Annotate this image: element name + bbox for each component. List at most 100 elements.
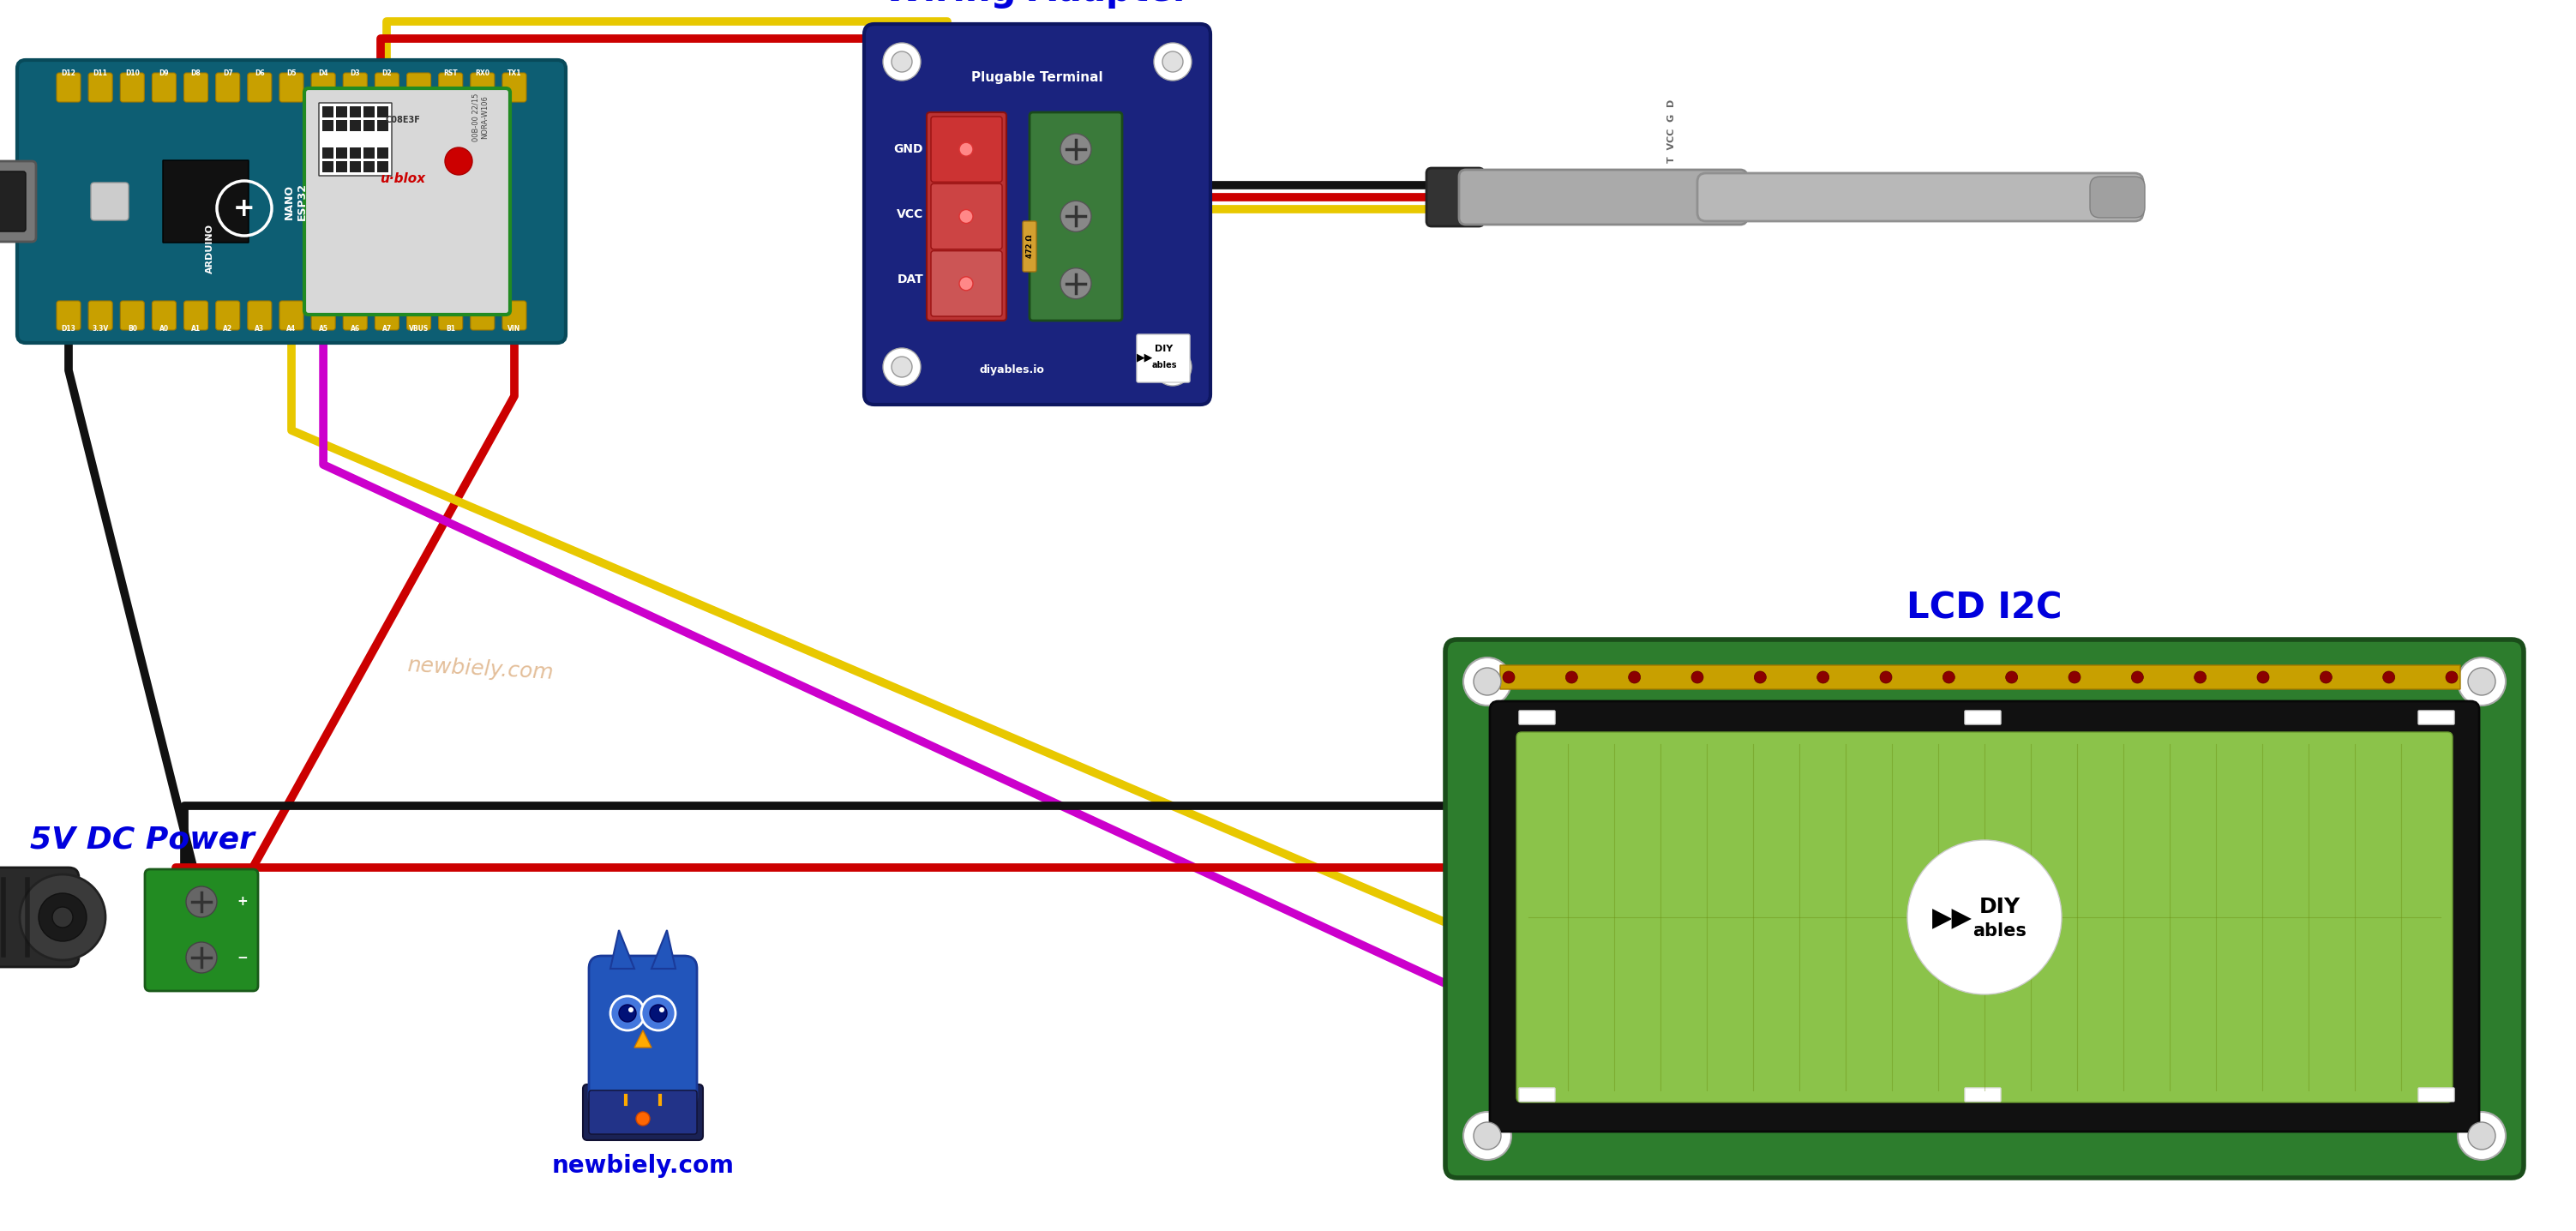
FancyBboxPatch shape	[407, 300, 430, 330]
Text: A5: A5	[319, 325, 327, 334]
FancyBboxPatch shape	[582, 1085, 703, 1140]
Text: D5: D5	[286, 70, 296, 78]
FancyBboxPatch shape	[863, 23, 1211, 405]
FancyBboxPatch shape	[2419, 710, 2455, 724]
FancyBboxPatch shape	[88, 300, 113, 330]
Text: +: +	[234, 196, 255, 220]
Circle shape	[1061, 201, 1092, 231]
Text: RST: RST	[443, 70, 459, 78]
Text: DAT: DAT	[896, 273, 922, 286]
FancyBboxPatch shape	[57, 73, 80, 102]
FancyBboxPatch shape	[350, 106, 361, 117]
Circle shape	[1566, 671, 1577, 683]
FancyBboxPatch shape	[376, 73, 399, 102]
Text: A7: A7	[381, 325, 392, 334]
Circle shape	[1502, 671, 1515, 683]
FancyBboxPatch shape	[304, 89, 510, 315]
FancyBboxPatch shape	[216, 73, 240, 102]
Text: RX0: RX0	[474, 70, 489, 78]
Text: ▶▶: ▶▶	[1932, 906, 1973, 932]
Circle shape	[1906, 840, 2061, 995]
FancyBboxPatch shape	[322, 161, 332, 172]
Text: D10: D10	[126, 70, 139, 78]
Circle shape	[2458, 657, 2506, 705]
Text: diyables.io: diyables.io	[979, 364, 1043, 375]
FancyBboxPatch shape	[343, 73, 368, 102]
Text: A4: A4	[286, 325, 296, 334]
Text: D7: D7	[222, 70, 232, 78]
Circle shape	[1942, 671, 1955, 683]
FancyBboxPatch shape	[1489, 702, 2478, 1131]
FancyBboxPatch shape	[363, 119, 374, 132]
Circle shape	[1463, 1112, 1512, 1160]
FancyBboxPatch shape	[247, 73, 270, 102]
Text: Wiring Adapter: Wiring Adapter	[884, 0, 1190, 9]
Polygon shape	[611, 931, 634, 969]
Text: 5V DC Power: 5V DC Power	[31, 826, 255, 854]
Circle shape	[1880, 671, 1891, 683]
Circle shape	[39, 894, 88, 942]
Circle shape	[649, 1004, 667, 1022]
Circle shape	[1473, 667, 1502, 696]
Text: D11: D11	[93, 70, 108, 78]
FancyBboxPatch shape	[1520, 710, 1556, 724]
Circle shape	[1692, 671, 1703, 683]
Circle shape	[659, 1007, 665, 1012]
Text: C08E3F: C08E3F	[386, 116, 420, 124]
FancyBboxPatch shape	[90, 182, 129, 220]
FancyBboxPatch shape	[502, 73, 526, 102]
Polygon shape	[634, 1030, 652, 1048]
FancyBboxPatch shape	[590, 1091, 698, 1134]
Circle shape	[2257, 671, 2269, 683]
Text: 3.3V: 3.3V	[93, 325, 108, 334]
Circle shape	[1061, 134, 1092, 165]
Text: LCD I2C: LCD I2C	[1906, 590, 2063, 625]
Circle shape	[1061, 268, 1092, 299]
FancyBboxPatch shape	[471, 300, 495, 330]
Circle shape	[185, 942, 216, 972]
Text: DIY: DIY	[1978, 896, 2020, 917]
FancyBboxPatch shape	[438, 73, 464, 102]
FancyBboxPatch shape	[1698, 174, 2143, 222]
Circle shape	[52, 907, 72, 927]
Text: u·blox: u·blox	[381, 172, 425, 185]
Text: B1: B1	[446, 325, 456, 334]
FancyBboxPatch shape	[1445, 639, 2524, 1178]
Circle shape	[958, 143, 974, 156]
FancyBboxPatch shape	[0, 171, 26, 231]
Text: newbiely.com: newbiely.com	[551, 1153, 734, 1178]
FancyBboxPatch shape	[121, 300, 144, 330]
Circle shape	[446, 148, 471, 175]
FancyBboxPatch shape	[930, 251, 1002, 316]
FancyBboxPatch shape	[376, 161, 389, 172]
FancyBboxPatch shape	[407, 73, 430, 102]
Text: ables: ables	[1973, 922, 2027, 939]
FancyBboxPatch shape	[121, 73, 144, 102]
Text: GND: GND	[894, 144, 922, 155]
FancyBboxPatch shape	[183, 73, 209, 102]
Circle shape	[641, 996, 675, 1030]
Text: newbiely.com: newbiely.com	[1069, 228, 1193, 252]
Circle shape	[958, 209, 974, 223]
FancyBboxPatch shape	[57, 300, 80, 330]
Text: NANO
ESP32: NANO ESP32	[283, 182, 307, 220]
FancyBboxPatch shape	[247, 300, 270, 330]
Text: +: +	[237, 895, 247, 908]
Text: D2: D2	[381, 70, 392, 78]
Circle shape	[2195, 671, 2205, 683]
Circle shape	[1463, 657, 1512, 705]
Text: ARDUINO: ARDUINO	[206, 224, 214, 273]
Circle shape	[884, 348, 920, 385]
FancyBboxPatch shape	[335, 119, 348, 132]
Circle shape	[891, 357, 912, 377]
FancyBboxPatch shape	[363, 106, 374, 117]
Circle shape	[1162, 357, 1182, 377]
FancyBboxPatch shape	[350, 119, 361, 132]
Text: D6: D6	[255, 70, 265, 78]
Circle shape	[2130, 671, 2143, 683]
Circle shape	[2468, 1123, 2496, 1150]
FancyBboxPatch shape	[144, 869, 258, 991]
FancyBboxPatch shape	[1499, 665, 2460, 689]
FancyBboxPatch shape	[363, 161, 374, 172]
Text: VCC: VCC	[896, 208, 922, 220]
